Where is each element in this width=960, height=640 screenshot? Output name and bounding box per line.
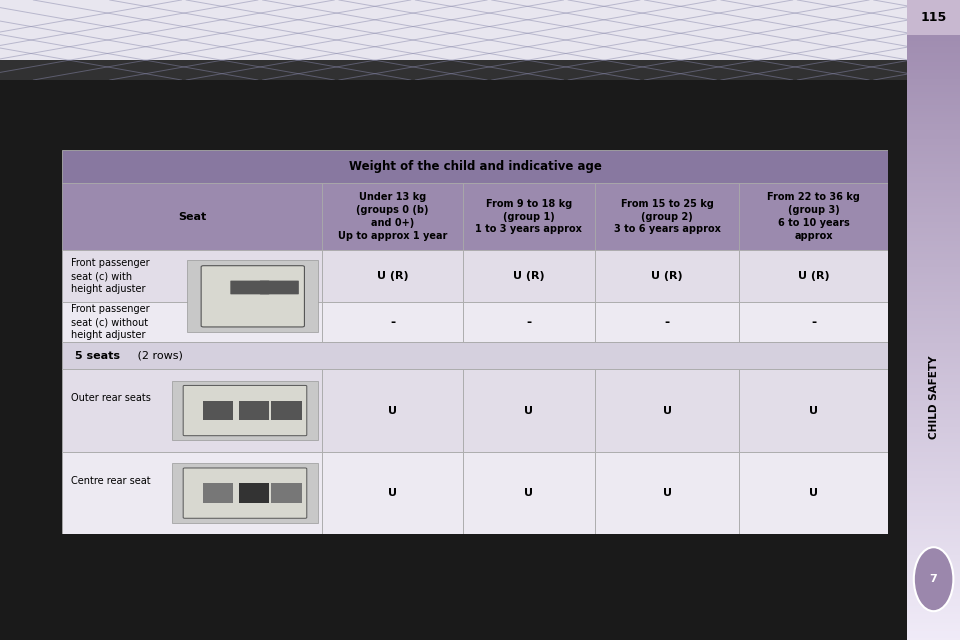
Bar bbox=[907, 51, 960, 53]
Text: Front passenger
seat (c) with
height adjuster: Front passenger seat (c) with height adj… bbox=[71, 258, 150, 294]
Text: U (R): U (R) bbox=[513, 271, 544, 281]
Bar bbox=[907, 339, 960, 341]
Bar bbox=[907, 164, 960, 166]
Bar bbox=[907, 365, 960, 367]
Bar bbox=[907, 312, 960, 314]
Bar bbox=[239, 483, 269, 503]
Bar bbox=[172, 381, 319, 440]
Bar bbox=[203, 401, 233, 420]
Bar bbox=[187, 260, 319, 332]
Bar bbox=[907, 286, 960, 288]
Bar bbox=[907, 184, 960, 186]
Bar bbox=[907, 593, 960, 595]
Bar bbox=[907, 11, 960, 13]
Bar bbox=[907, 156, 960, 158]
Bar bbox=[907, 171, 960, 173]
Bar bbox=[907, 448, 960, 450]
Bar bbox=[907, 181, 960, 184]
Text: U: U bbox=[662, 406, 672, 415]
Bar bbox=[739, 183, 888, 250]
Bar bbox=[907, 536, 960, 538]
Bar bbox=[907, 143, 960, 145]
Bar bbox=[907, 72, 960, 75]
Bar bbox=[907, 81, 960, 83]
Bar bbox=[907, 258, 960, 260]
Bar bbox=[907, 269, 960, 271]
Bar bbox=[907, 134, 960, 136]
Bar bbox=[907, 616, 960, 619]
Bar bbox=[907, 77, 960, 79]
Bar bbox=[907, 305, 960, 307]
Bar bbox=[907, 79, 960, 81]
Bar bbox=[907, 56, 960, 58]
Bar bbox=[907, 175, 960, 177]
Bar bbox=[907, 469, 960, 472]
Bar bbox=[907, 476, 960, 478]
Bar bbox=[907, 237, 960, 239]
Bar bbox=[907, 198, 960, 200]
Bar bbox=[907, 38, 960, 40]
Bar bbox=[907, 243, 960, 245]
Bar bbox=[907, 529, 960, 531]
Bar bbox=[907, 26, 960, 28]
Bar bbox=[907, 602, 960, 604]
Bar bbox=[907, 410, 960, 412]
Bar bbox=[907, 139, 960, 141]
Bar bbox=[0, 60, 907, 80]
Bar bbox=[463, 250, 595, 302]
Bar bbox=[62, 250, 323, 302]
Text: Front passenger
seat (c) without
height adjuster: Front passenger seat (c) without height … bbox=[71, 304, 150, 340]
Bar bbox=[907, 625, 960, 627]
Bar bbox=[62, 150, 888, 183]
Bar bbox=[907, 632, 960, 634]
Bar bbox=[907, 350, 960, 352]
Bar bbox=[907, 70, 960, 72]
FancyBboxPatch shape bbox=[202, 266, 304, 327]
Bar bbox=[595, 302, 739, 342]
Text: U: U bbox=[524, 488, 534, 498]
Text: From 22 to 36 kg
(group 3)
6 to 10 years
approx: From 22 to 36 kg (group 3) 6 to 10 years… bbox=[767, 193, 860, 241]
Bar bbox=[907, 614, 960, 616]
Bar bbox=[907, 104, 960, 107]
Bar bbox=[907, 429, 960, 431]
Bar bbox=[907, 203, 960, 205]
Bar bbox=[907, 126, 960, 128]
Bar bbox=[907, 555, 960, 557]
Bar bbox=[907, 568, 960, 570]
Bar bbox=[907, 68, 960, 70]
Bar bbox=[907, 480, 960, 482]
Bar bbox=[907, 205, 960, 207]
Bar bbox=[907, 288, 960, 290]
Bar bbox=[907, 228, 960, 230]
Bar bbox=[907, 484, 960, 486]
Text: U (R): U (R) bbox=[377, 271, 408, 281]
Bar bbox=[907, 580, 960, 582]
Bar bbox=[907, 557, 960, 559]
Text: U: U bbox=[662, 488, 672, 498]
Bar bbox=[907, 152, 960, 154]
Bar bbox=[907, 454, 960, 456]
Bar bbox=[907, 331, 960, 333]
Bar bbox=[907, 128, 960, 130]
Bar bbox=[907, 493, 960, 495]
Bar bbox=[907, 416, 960, 418]
Bar bbox=[907, 337, 960, 339]
Bar bbox=[907, 53, 960, 56]
Bar bbox=[323, 183, 463, 250]
Text: From 9 to 18 kg
(group 1)
1 to 3 years approx: From 9 to 18 kg (group 1) 1 to 3 years a… bbox=[475, 199, 583, 234]
Bar bbox=[907, 111, 960, 113]
Bar bbox=[907, 442, 960, 444]
Bar bbox=[907, 576, 960, 578]
Bar bbox=[62, 452, 323, 534]
Bar bbox=[907, 173, 960, 175]
Bar bbox=[907, 190, 960, 192]
Bar bbox=[907, 516, 960, 518]
Bar bbox=[907, 122, 960, 124]
Bar bbox=[907, 303, 960, 305]
Bar bbox=[907, 192, 960, 194]
Bar bbox=[907, 13, 960, 15]
Bar bbox=[907, 241, 960, 243]
Bar bbox=[907, 62, 960, 64]
Bar bbox=[907, 324, 960, 326]
Bar bbox=[907, 309, 960, 312]
